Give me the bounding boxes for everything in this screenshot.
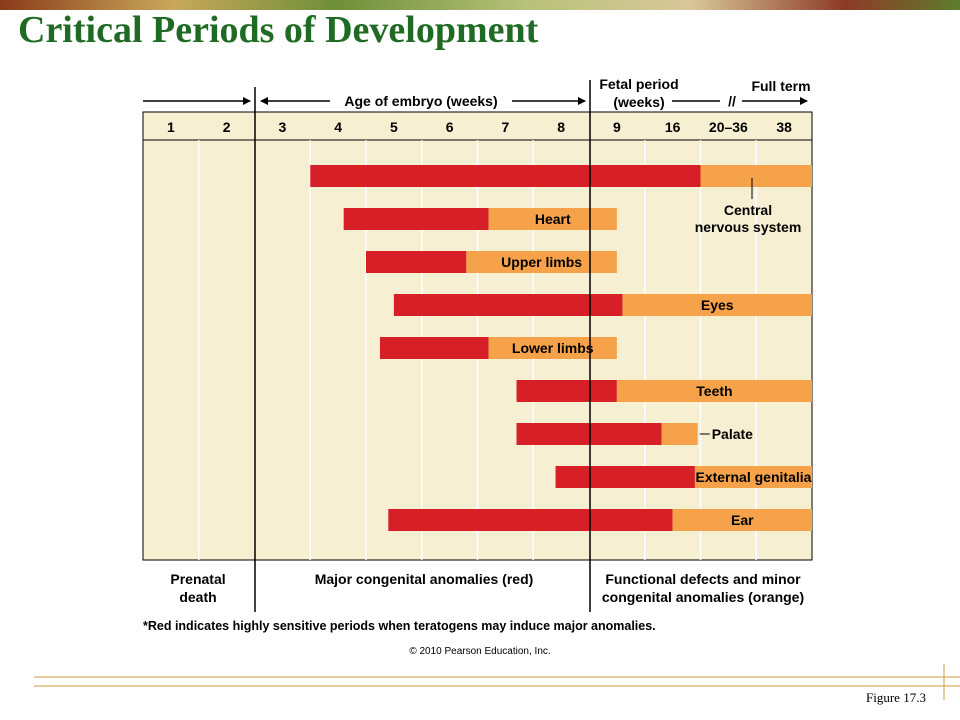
column-label: 4 [334, 119, 342, 135]
red-bar [343, 208, 489, 230]
axis-break-mark: // [728, 93, 736, 109]
bar-label: Teeth [696, 383, 732, 399]
column-label: 3 [278, 119, 286, 135]
orange-bar [466, 251, 617, 273]
prenatal-death-label-line2: death [179, 589, 216, 605]
red-bar [366, 251, 467, 273]
cns-label-line1: Central [724, 202, 772, 218]
red-bar [310, 165, 701, 187]
orange-bar [661, 423, 698, 445]
column-label: 20–36 [709, 119, 748, 135]
bar-label: Eyes [701, 297, 734, 313]
functional-defects-label-line2: congenital anomalies (orange) [602, 589, 804, 605]
column-label: 6 [446, 119, 454, 135]
full-term-label: Full term [751, 78, 810, 94]
red-bar [379, 337, 489, 359]
red-bar [516, 423, 662, 445]
orange-bar [694, 466, 812, 488]
figure-caption: Figure 17.3 [866, 690, 926, 705]
development-bars: Heart Upper limbs Eyes Lower limbs Teeth Pala… [310, 165, 812, 531]
bar-label: External genitalia [695, 469, 811, 485]
red-bar [388, 509, 673, 531]
red-period-note: *Red indicates highly sensitive periods … [143, 619, 656, 633]
header-photo-strip [0, 0, 960, 10]
column-label: 38 [776, 119, 792, 135]
red-bar [393, 294, 623, 316]
orange-bar [488, 208, 617, 230]
column-label: 2 [223, 119, 231, 135]
functional-defects-label-line1: Functional defects and minor [605, 571, 801, 587]
bar-label: Upper limbs [501, 254, 582, 270]
orange-bar [672, 509, 812, 531]
orange-bar [616, 380, 812, 402]
fetal-period-unit-label: (weeks) [613, 94, 664, 110]
bar-label: Lower limbs [512, 340, 594, 356]
major-anomalies-label: Major congenital anomalies (red) [315, 571, 534, 587]
column-labels: 1 2 3 4 5 6 7 8 9 16 20–36 38 [167, 119, 792, 135]
orange-bar [622, 294, 812, 316]
column-label: 7 [501, 119, 509, 135]
column-label: 8 [557, 119, 565, 135]
copyright-notice: © 2010 Pearson Education, Inc. [409, 646, 550, 657]
fetal-period-label: Fetal period [599, 76, 678, 92]
red-bar [555, 466, 695, 488]
bar-label: Heart [535, 211, 571, 227]
bar-label: Palate [712, 426, 753, 442]
prenatal-death-label-line1: Prenatal [170, 571, 225, 587]
cns-label-line2: nervous system [695, 219, 802, 235]
bar-label: Ear [731, 512, 754, 528]
column-label: 9 [613, 119, 621, 135]
orange-bar [488, 337, 617, 359]
red-bar [516, 380, 617, 402]
slide-title: Critical Periods of Development [18, 9, 539, 51]
column-label: 1 [167, 119, 175, 135]
embryo-age-label: Age of embryo (weeks) [344, 93, 497, 109]
column-label: 16 [665, 119, 681, 135]
orange-bar [700, 165, 812, 187]
column-label: 5 [390, 119, 398, 135]
